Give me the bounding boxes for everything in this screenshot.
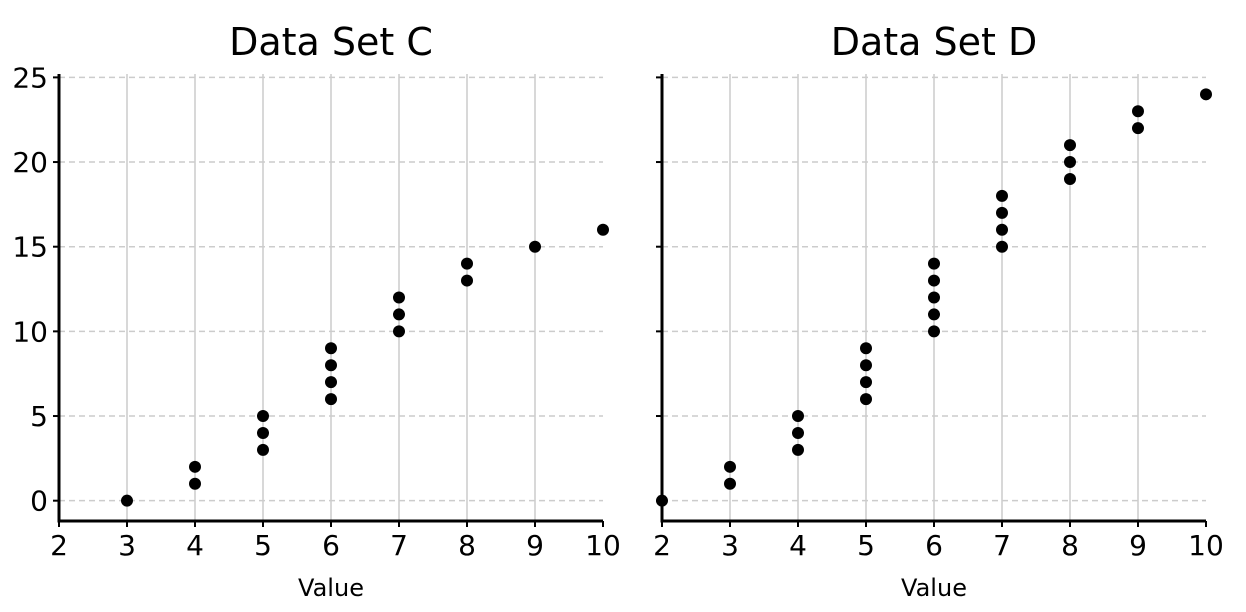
data-point — [996, 189, 1008, 202]
y-tick-label: 15 — [12, 231, 48, 264]
x-tick-label: 4 — [789, 529, 807, 562]
chart-panel-data-set-c: Data Set C Value 2 3 4 5 6 7 8 9 10 0 5 10 15 20 25 — [12, 20, 620, 602]
data-point — [325, 393, 337, 406]
data-point — [860, 359, 872, 372]
data-point — [996, 223, 1008, 236]
data-point — [656, 494, 668, 507]
data-point — [792, 443, 804, 456]
data-point — [792, 426, 804, 439]
data-point — [928, 291, 940, 304]
x-tick-label: 7 — [993, 529, 1011, 562]
chart-title: Data Set C — [229, 20, 433, 64]
data-point — [928, 308, 940, 321]
data-point — [724, 460, 736, 473]
x-tick-label: 9 — [1129, 529, 1147, 562]
x-tick-label: 5 — [254, 529, 272, 562]
data-point — [461, 257, 473, 270]
data-point — [393, 325, 405, 338]
x-tick-label: 5 — [857, 529, 875, 562]
x-tick-label: 8 — [1061, 529, 1079, 562]
data-point — [121, 494, 133, 507]
x-axis-label: Value — [901, 574, 967, 602]
y-tick-label: 10 — [12, 315, 48, 348]
data-point — [996, 240, 1008, 253]
x-tick-label: 9 — [526, 529, 544, 562]
x-tick-label: 6 — [925, 529, 943, 562]
data-point — [257, 426, 269, 439]
data-point — [325, 342, 337, 355]
data-point — [1064, 139, 1076, 152]
data-point — [189, 460, 201, 473]
data-point — [1064, 156, 1076, 169]
x-tick-label: 10 — [585, 529, 621, 562]
data-point — [792, 410, 804, 423]
data-point — [1064, 172, 1076, 185]
data-point — [461, 274, 473, 287]
data-point — [860, 342, 872, 355]
x-tick-label: 4 — [186, 529, 204, 562]
data-point — [860, 376, 872, 389]
x-tick-label: 7 — [390, 529, 408, 562]
data-point — [724, 477, 736, 490]
data-point — [1200, 88, 1212, 101]
data-point — [860, 393, 872, 406]
data-point — [393, 308, 405, 321]
data-point — [393, 291, 405, 304]
data-point — [257, 410, 269, 423]
x-tick-label: 2 — [50, 529, 68, 562]
data-point — [928, 274, 940, 287]
data-point — [996, 206, 1008, 219]
y-tick-label: 5 — [30, 400, 48, 433]
x-axis-label: Value — [298, 574, 364, 602]
data-point — [928, 325, 940, 338]
data-point — [1132, 122, 1144, 135]
chart-panel-data-set-d: Data Set D Value 2 3 4 5 6 7 8 9 10 — [653, 20, 1224, 602]
y-tick-label: 20 — [12, 146, 48, 179]
data-point — [529, 240, 541, 253]
x-tick-label: 3 — [118, 529, 136, 562]
data-point — [257, 443, 269, 456]
data-point — [1132, 105, 1144, 118]
x-tick-label: 2 — [653, 529, 671, 562]
x-tick-label: 6 — [322, 529, 340, 562]
x-tick-label: 8 — [458, 529, 476, 562]
y-tick-label: 25 — [12, 61, 48, 94]
x-tick-label: 10 — [1188, 529, 1224, 562]
data-point — [928, 257, 940, 270]
data-point — [597, 223, 609, 236]
data-point — [189, 477, 201, 490]
data-point — [325, 376, 337, 389]
x-tick-label: 3 — [721, 529, 739, 562]
y-tick-label: 0 — [30, 485, 48, 518]
chart-title: Data Set D — [831, 20, 1038, 64]
data-point — [325, 359, 337, 372]
